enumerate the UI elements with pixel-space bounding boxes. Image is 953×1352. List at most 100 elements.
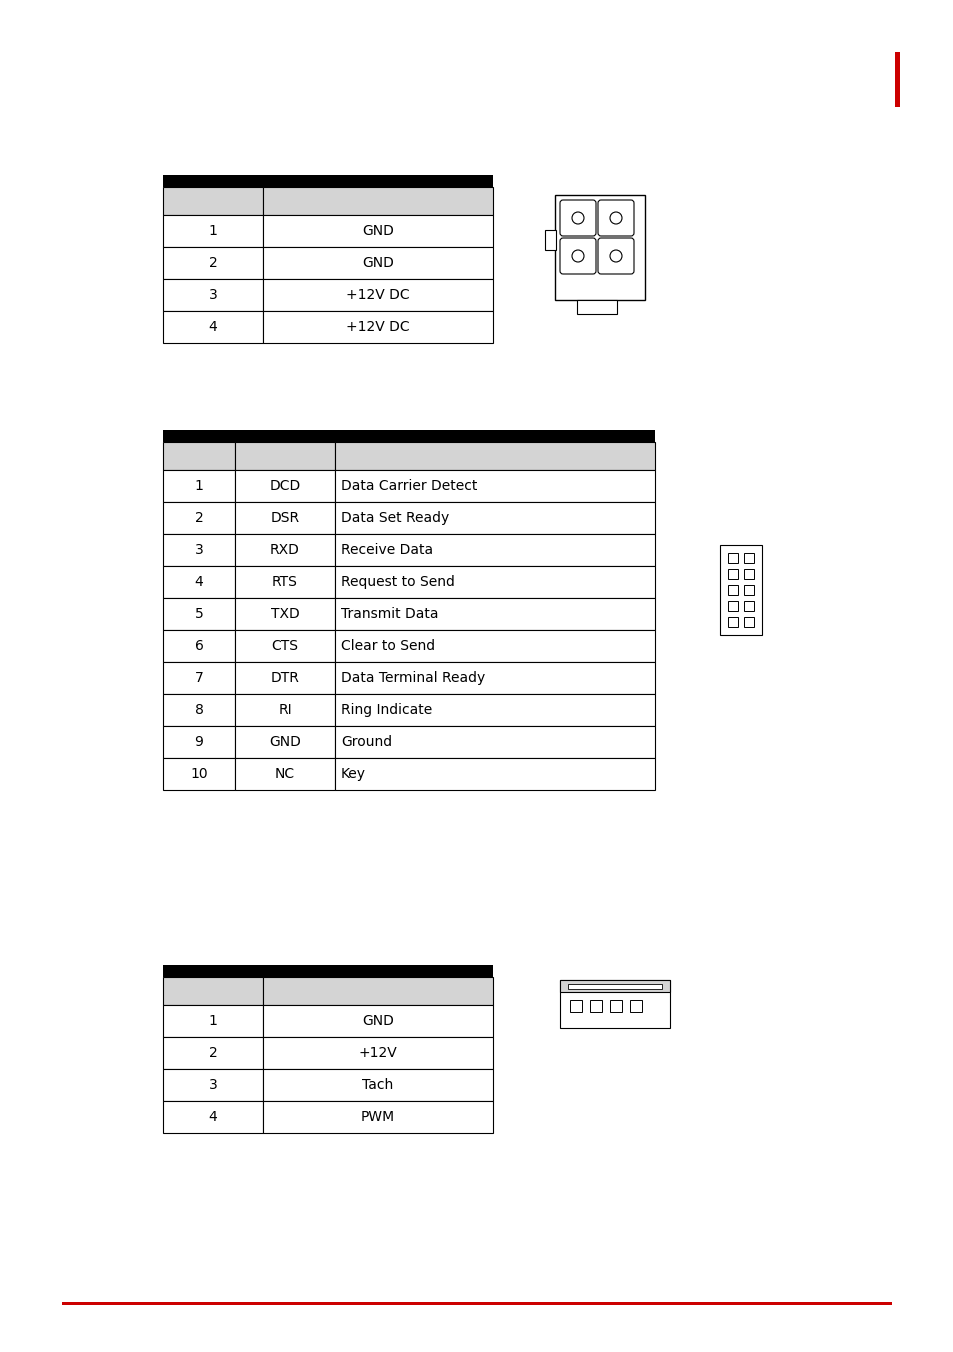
Bar	[263, 311, 493, 343]
Bar	[743, 617, 753, 627]
Bar	[163, 215, 263, 247]
Bar	[727, 585, 738, 595]
Bar	[589, 1000, 601, 1013]
Text: 5: 5	[194, 607, 203, 621]
Bar	[163, 630, 234, 662]
Bar	[335, 598, 655, 630]
Bar	[234, 442, 335, 470]
FancyBboxPatch shape	[559, 238, 596, 274]
Text: 2: 2	[209, 1046, 217, 1060]
Text: Receive Data: Receive Data	[340, 544, 433, 557]
Bar	[577, 300, 617, 314]
Text: Ring Indicate: Ring Indicate	[340, 703, 432, 717]
Text: +12V DC: +12V DC	[346, 288, 410, 301]
Bar	[163, 279, 263, 311]
Bar	[234, 694, 335, 726]
Text: Transmit Data: Transmit Data	[340, 607, 438, 621]
Bar	[163, 311, 263, 343]
Bar	[743, 585, 753, 595]
Text: Request to Send: Request to Send	[340, 575, 455, 589]
Bar	[335, 566, 655, 598]
Bar	[559, 980, 669, 1028]
Bar	[234, 534, 335, 566]
Bar	[335, 502, 655, 534]
Bar	[743, 553, 753, 562]
Bar	[743, 569, 753, 579]
Text: 9: 9	[194, 735, 203, 749]
Text: RXD: RXD	[270, 544, 299, 557]
Bar	[544, 230, 556, 250]
Bar	[335, 630, 655, 662]
Text: GND: GND	[362, 256, 394, 270]
Text: DTR: DTR	[271, 671, 299, 685]
Text: GND: GND	[269, 735, 300, 749]
Bar	[559, 980, 669, 992]
Text: CTS: CTS	[272, 639, 298, 653]
Bar	[263, 279, 493, 311]
Bar	[727, 602, 738, 611]
Bar	[163, 502, 234, 534]
Text: 10: 10	[190, 767, 208, 781]
Text: GND: GND	[362, 224, 394, 238]
Bar	[727, 569, 738, 579]
Bar	[720, 545, 761, 635]
Text: Key: Key	[340, 767, 366, 781]
Text: 4: 4	[209, 1110, 217, 1124]
Bar	[234, 566, 335, 598]
Text: Tach: Tach	[362, 1078, 394, 1092]
Bar	[163, 1005, 263, 1037]
Text: 4: 4	[194, 575, 203, 589]
Bar	[163, 247, 263, 279]
Bar	[163, 1101, 263, 1133]
Bar	[335, 694, 655, 726]
Bar	[263, 215, 493, 247]
Bar	[163, 187, 263, 215]
Text: Data Terminal Ready: Data Terminal Ready	[340, 671, 485, 685]
Text: NC: NC	[274, 767, 294, 781]
Bar	[234, 502, 335, 534]
Text: 1: 1	[209, 224, 217, 238]
Text: TXD: TXD	[271, 607, 299, 621]
Bar	[163, 174, 493, 187]
Bar	[163, 442, 234, 470]
Bar	[163, 1037, 263, 1069]
Bar	[263, 1037, 493, 1069]
Text: GND: GND	[362, 1014, 394, 1028]
Bar	[263, 977, 493, 1005]
Text: 3: 3	[194, 544, 203, 557]
Bar	[609, 1000, 621, 1013]
Bar	[629, 1000, 641, 1013]
Bar	[263, 1005, 493, 1037]
Text: 2: 2	[194, 511, 203, 525]
Bar	[263, 1069, 493, 1101]
Text: 6: 6	[194, 639, 203, 653]
Text: PWM: PWM	[360, 1110, 395, 1124]
Text: 8: 8	[194, 703, 203, 717]
Text: Data Set Ready: Data Set Ready	[340, 511, 449, 525]
Bar	[335, 726, 655, 758]
Bar	[163, 430, 655, 442]
Text: DCD: DCD	[269, 479, 300, 493]
Bar	[569, 1000, 581, 1013]
Bar	[567, 984, 661, 990]
Bar	[743, 602, 753, 611]
Text: +12V: +12V	[358, 1046, 397, 1060]
Bar	[234, 598, 335, 630]
Bar	[163, 1069, 263, 1101]
Text: DSR: DSR	[270, 511, 299, 525]
FancyBboxPatch shape	[598, 238, 634, 274]
Text: 3: 3	[209, 288, 217, 301]
Bar	[234, 470, 335, 502]
Text: Data Carrier Detect: Data Carrier Detect	[340, 479, 476, 493]
Bar	[163, 470, 234, 502]
Bar	[263, 187, 493, 215]
Text: 7: 7	[194, 671, 203, 685]
Bar	[234, 662, 335, 694]
Text: 1: 1	[209, 1014, 217, 1028]
Text: RI: RI	[278, 703, 292, 717]
Bar	[163, 534, 234, 566]
Text: Ground: Ground	[340, 735, 392, 749]
Bar	[555, 195, 644, 300]
Bar	[234, 758, 335, 790]
Text: Clear to Send: Clear to Send	[340, 639, 435, 653]
